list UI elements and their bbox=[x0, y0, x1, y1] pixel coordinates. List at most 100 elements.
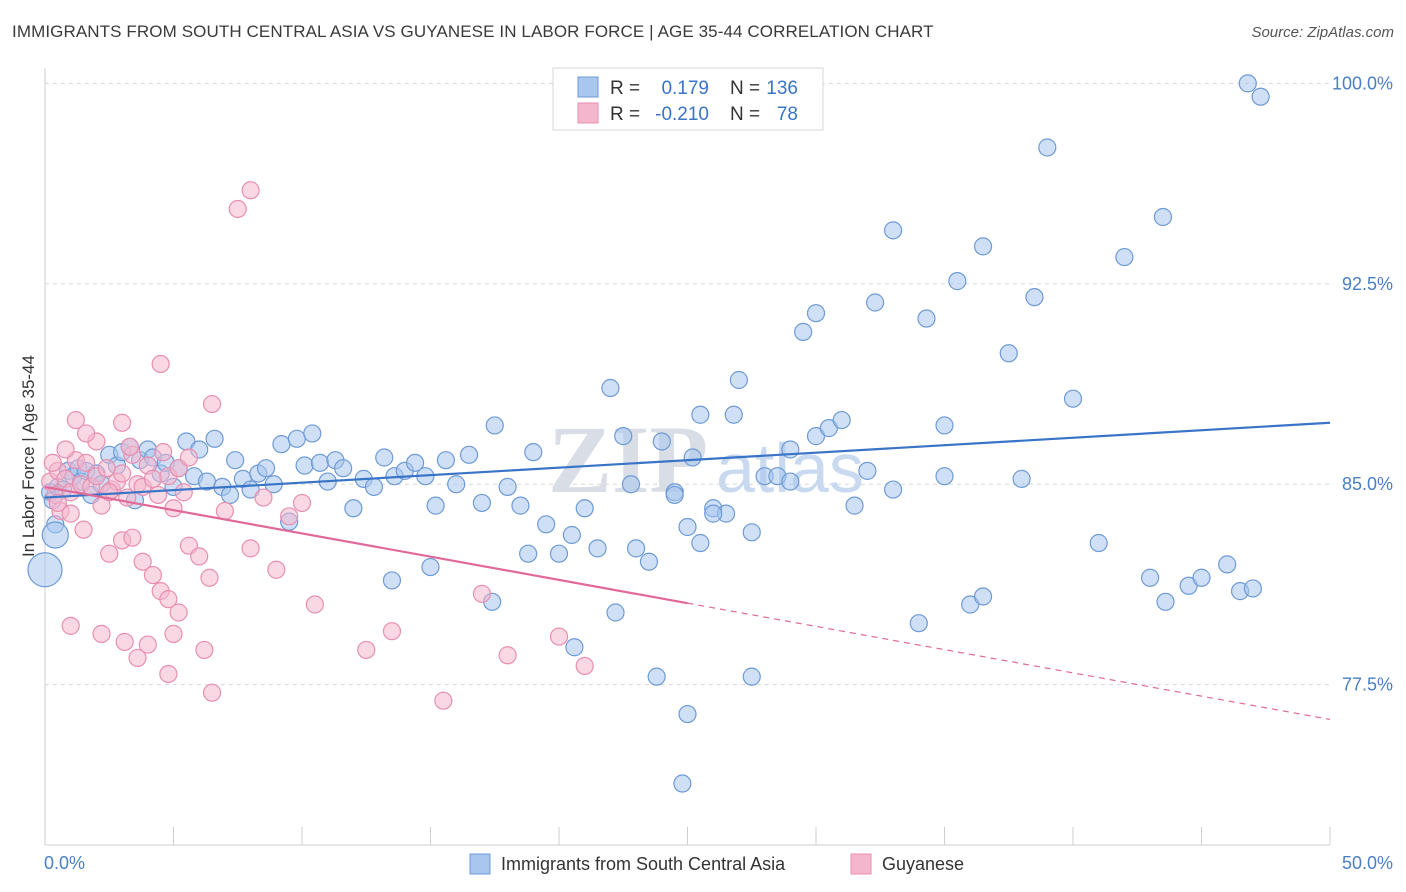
legend-swatch-blue bbox=[577, 76, 599, 98]
point-south-central-asia-107 bbox=[935, 467, 954, 486]
point-south-central-asia-47 bbox=[344, 499, 363, 518]
point-south-central-asia-56 bbox=[436, 451, 456, 470]
point-south-central-asia-large-1 bbox=[41, 521, 69, 549]
y-tick-label-1: 85.0% bbox=[1342, 474, 1393, 494]
bottom-legend-swatch-blue bbox=[469, 853, 491, 875]
point-south-central-asia-70 bbox=[614, 427, 633, 446]
point-south-central-asia-97 bbox=[647, 667, 666, 686]
point-south-central-asia-94 bbox=[565, 638, 584, 657]
point-guyanese-8 bbox=[77, 453, 96, 472]
y-tick-label-2: 92.5% bbox=[1342, 274, 1393, 294]
point-south-central-asia-96 bbox=[621, 475, 641, 494]
point-south-central-asia-46 bbox=[334, 459, 353, 478]
point-guyanese-61 bbox=[267, 560, 286, 579]
point-south-central-asia-133 bbox=[1153, 207, 1173, 227]
source-label: Source: ZipAtlas.com bbox=[1251, 24, 1394, 41]
point-guyanese-47 bbox=[169, 603, 188, 622]
point-south-central-asia-130 bbox=[973, 237, 993, 256]
point-south-central-asia-110 bbox=[999, 344, 1018, 363]
point-guyanese-54 bbox=[138, 635, 157, 654]
point-guyanese-39 bbox=[77, 424, 96, 443]
point-guyanese-32 bbox=[74, 520, 93, 539]
point-guyanese-46 bbox=[159, 590, 178, 609]
point-south-central-asia-125 bbox=[794, 322, 813, 341]
point-guyanese-29 bbox=[43, 453, 62, 472]
point-south-central-asia-119 bbox=[1179, 576, 1198, 595]
point-south-central-asia-62 bbox=[511, 496, 530, 515]
point-south-central-asia-129 bbox=[673, 774, 692, 793]
point-south-central-asia-89 bbox=[691, 533, 710, 553]
point-south-central-asia-72 bbox=[639, 552, 659, 571]
point-guyanese-64 bbox=[382, 622, 402, 641]
point-guyanese-51 bbox=[61, 616, 80, 635]
point-guyanese-43 bbox=[133, 552, 152, 571]
legend-r-label-blue: R = bbox=[610, 78, 640, 99]
point-south-central-asia-132 bbox=[1038, 138, 1057, 157]
point-guyanese-57 bbox=[128, 648, 147, 668]
point-south-central-asia-128 bbox=[866, 293, 885, 312]
point-south-central-asia-127 bbox=[883, 221, 903, 240]
legend-n-value-pink: 78 bbox=[777, 104, 798, 125]
bottom-legend: Immigrants from South Central Asia Guyan… bbox=[469, 853, 964, 875]
point-south-central-asia-115 bbox=[1089, 533, 1108, 553]
bottom-legend-swatch-pink bbox=[850, 853, 872, 875]
point-south-central-asia-117 bbox=[1140, 568, 1160, 587]
bottom-legend-label-pink: Guyanese bbox=[882, 854, 964, 874]
point-south-central-asia-98 bbox=[678, 704, 697, 724]
point-south-central-asia-64 bbox=[537, 515, 556, 534]
point-south-central-asia-126 bbox=[806, 304, 826, 323]
point-south-central-asia-84 bbox=[819, 419, 838, 438]
point-south-central-asia-88 bbox=[665, 485, 684, 505]
point-guyanese-73 bbox=[292, 493, 312, 513]
point-south-central-asia-87 bbox=[883, 480, 903, 499]
point-guyanese-63 bbox=[357, 640, 376, 660]
point-south-central-asia-40 bbox=[287, 429, 306, 448]
point-guyanese-74 bbox=[228, 199, 247, 219]
point-guyanese-30 bbox=[48, 493, 67, 513]
point-guyanese-37 bbox=[56, 440, 75, 459]
point-south-central-asia-124 bbox=[935, 416, 954, 435]
point-guyanese-76 bbox=[202, 394, 222, 414]
point-south-central-asia-121 bbox=[1218, 555, 1237, 574]
point-guyanese-31 bbox=[61, 504, 80, 523]
point-guyanese-55 bbox=[164, 624, 183, 643]
point-south-central-asia-80 bbox=[742, 523, 761, 542]
point-south-central-asia-61 bbox=[498, 477, 517, 496]
trend-line-guyanese-extrapolated bbox=[687, 602, 1331, 720]
point-south-central-asia-113 bbox=[948, 272, 967, 291]
point-south-central-asia-76 bbox=[691, 405, 710, 424]
point-south-central-asia-69 bbox=[601, 378, 620, 398]
x-tick-labels: 0.0% 50.0% bbox=[44, 853, 1393, 873]
point-guyanese-70 bbox=[215, 501, 234, 521]
point-south-central-asia-53 bbox=[405, 453, 425, 472]
point-south-central-asia-43 bbox=[310, 453, 330, 472]
point-south-central-asia-55 bbox=[426, 496, 445, 515]
point-south-central-asia-118 bbox=[1156, 592, 1175, 611]
point-south-central-asia-66 bbox=[562, 525, 581, 545]
point-guyanese-44 bbox=[143, 565, 163, 585]
point-south-central-asia-123 bbox=[1243, 579, 1263, 598]
point-guyanese-68 bbox=[549, 627, 569, 646]
point-south-central-asia-106 bbox=[909, 614, 928, 633]
point-guyanese-34 bbox=[100, 483, 119, 502]
point-south-central-asia-58 bbox=[459, 445, 479, 464]
point-south-central-asia-90 bbox=[382, 571, 402, 590]
trend-line-south-central-asia bbox=[44, 421, 1331, 499]
point-guyanese-36 bbox=[120, 437, 139, 456]
point-south-central-asia-111 bbox=[1012, 469, 1031, 488]
point-guyanese-56 bbox=[195, 640, 214, 660]
point-guyanese-53 bbox=[115, 632, 134, 651]
point-south-central-asia-85 bbox=[832, 410, 851, 430]
y-tick-labels: 77.5% 85.0% 92.5% 100.0% bbox=[1332, 73, 1393, 694]
point-south-central-asia-99 bbox=[704, 504, 723, 523]
legend-box: R = 0.179 N = 136 R = -0.210 N = 78 bbox=[552, 67, 824, 131]
point-guyanese-42 bbox=[123, 528, 142, 547]
point-south-central-asia-63 bbox=[524, 443, 543, 462]
point-guyanese-35 bbox=[112, 413, 132, 432]
point-south-central-asia-134 bbox=[1251, 87, 1270, 106]
legend-r-label-pink: R = bbox=[610, 104, 640, 125]
point-south-central-asia-60 bbox=[485, 416, 504, 435]
point-guyanese-40 bbox=[100, 544, 119, 563]
point-south-central-asia-100 bbox=[742, 667, 761, 686]
point-south-central-asia-93 bbox=[519, 544, 538, 563]
